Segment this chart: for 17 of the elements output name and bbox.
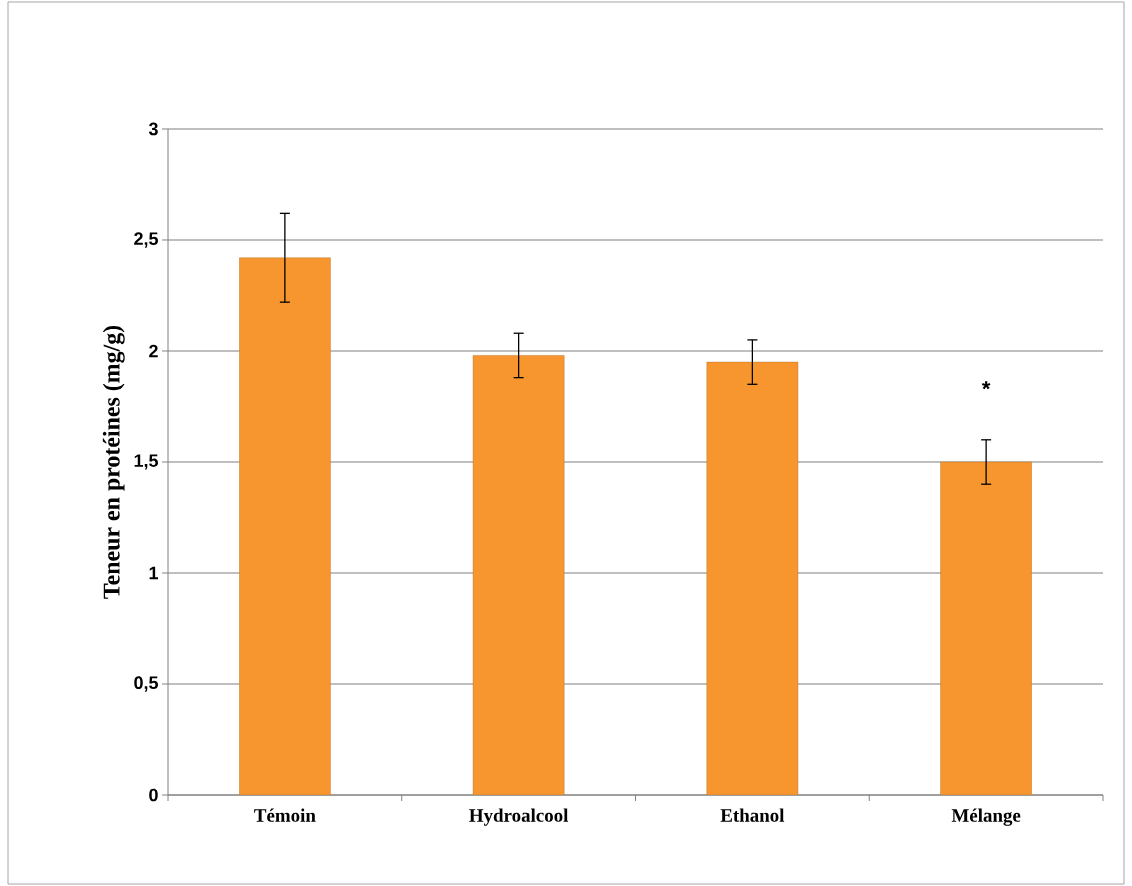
x-tick-label: Témoin [254, 808, 316, 822]
y-tick-label: 1 [149, 566, 158, 580]
bar [706, 361, 799, 795]
y-tick-label: 1,5 [134, 454, 158, 470]
y-tick-label: 0,5 [134, 676, 158, 692]
x-tick-label: Hydroalcool [469, 808, 569, 826]
bar [472, 355, 565, 795]
y-tick-label: 0 [149, 788, 158, 802]
y-tick-label: 3 [148, 122, 158, 136]
y-axis-title: Teneur en protéines (mg/g) [102, 325, 125, 599]
annotation: * [981, 381, 991, 390]
x-tick-label: Ethanol [720, 808, 785, 822]
x-tick-label: Mélange [951, 808, 1021, 826]
bar [239, 257, 331, 795]
y-tick-label: 2 [149, 344, 158, 358]
y-tick-label: 2,5 [134, 232, 158, 248]
bar [940, 461, 1032, 795]
